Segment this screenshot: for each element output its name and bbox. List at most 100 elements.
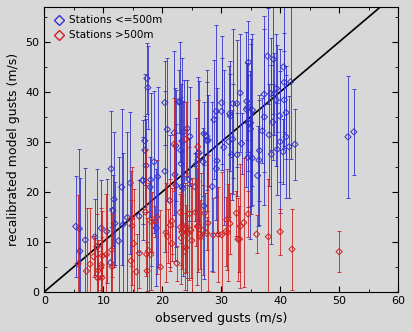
Point [194,224,201,229]
Point [133,269,140,275]
Point [238,141,245,146]
Point [183,137,189,142]
Point [200,159,206,164]
Point [201,131,207,136]
Point [218,100,225,106]
Point [178,235,185,241]
Point [94,244,100,249]
Point [223,229,229,234]
Point [261,114,268,120]
X-axis label: observed gusts (m/s): observed gusts (m/s) [155,312,288,325]
Point [82,237,89,243]
Point [193,162,199,167]
Point [178,148,184,153]
Point [280,64,287,70]
Point [273,97,280,103]
Point [182,226,189,231]
Point [136,250,143,256]
Point [214,158,220,163]
Point [144,268,150,274]
Point [154,174,161,179]
Point [196,150,202,155]
Point [281,97,288,103]
Point [241,220,247,225]
Point [185,177,192,182]
Point [107,260,114,265]
Point [274,147,281,152]
Y-axis label: recalibrated model gusts (m/s): recalibrated model gusts (m/s) [7,53,20,246]
Point [280,149,286,154]
Point [286,144,293,149]
Point [77,248,83,254]
Point [200,227,206,233]
Point [141,138,148,143]
Point [103,252,110,257]
Point [136,213,143,219]
Point [243,107,250,112]
Point [166,198,173,203]
Point [167,222,173,228]
Point [139,177,146,183]
Point [173,183,179,188]
Point [171,142,178,147]
Point [124,215,131,220]
Point [179,138,185,144]
Point [271,91,278,97]
Point [152,218,159,224]
Point [210,232,217,238]
Point [172,172,178,177]
Point [220,145,227,150]
Point [205,138,211,143]
Point [273,86,280,91]
Point [249,108,256,113]
Point [164,127,171,132]
Point [162,169,168,174]
Point [192,209,199,215]
Point [98,225,105,231]
Point [226,111,233,116]
Point [110,208,116,213]
Point [205,220,211,226]
Point [108,166,115,171]
Point [175,99,182,104]
Point [237,223,243,229]
Point [98,275,105,280]
Point [94,244,101,249]
Point [127,216,134,221]
Point [153,225,159,230]
Point [183,245,189,250]
Point [180,186,186,191]
Point [127,180,133,186]
Point [147,177,154,182]
Point [281,80,288,85]
Point [228,152,235,157]
Point [187,227,194,233]
Point [188,238,195,243]
Point [203,133,210,139]
Point [246,152,253,158]
Point [227,221,233,226]
Point [227,114,234,119]
Point [173,143,179,148]
Point [177,99,183,105]
Point [201,203,207,208]
Point [253,231,260,237]
Point [157,264,164,270]
Point [213,109,220,114]
Point [99,253,105,258]
Point [109,264,115,269]
Point [265,234,272,239]
Point [213,166,220,171]
Point [288,79,294,84]
Point [182,249,188,254]
Point [256,158,262,163]
Point [103,229,110,234]
Point [194,144,201,149]
Point [142,147,148,153]
Point [108,247,115,253]
Point [144,76,150,81]
Point [236,236,243,242]
Point [266,132,272,137]
Point [195,224,201,229]
Point [173,261,180,266]
